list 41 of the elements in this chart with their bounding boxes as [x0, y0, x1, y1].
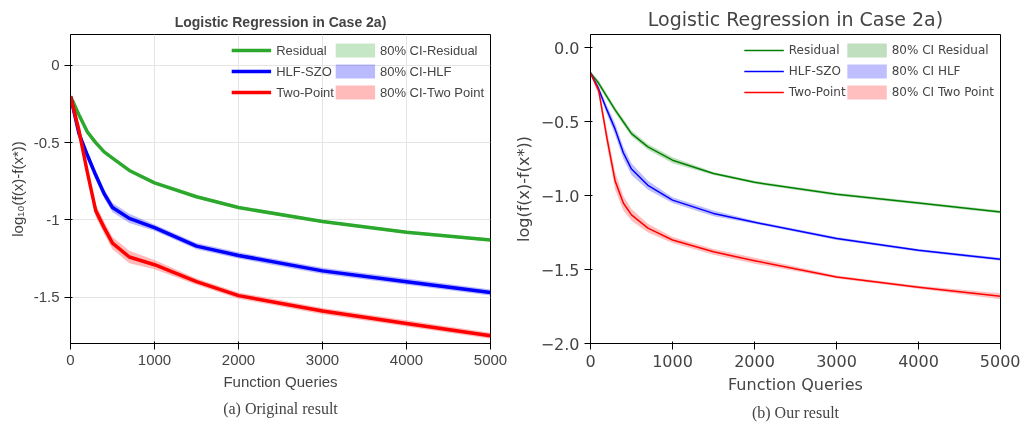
x-axis-title: Function Queries — [728, 374, 863, 394]
chart-title: Logistic Regression in Case 2a) — [174, 13, 387, 30]
legend-label: HLF-SZO — [276, 63, 332, 79]
annotation: 80% CI-HLF — [379, 63, 452, 79]
x-tick-label: 2000 — [221, 350, 256, 368]
annotation: 80% CI-Two Point — [379, 84, 484, 100]
y-tick-label: -1 — [46, 210, 60, 228]
y-tick-label: -0.5 — [33, 133, 60, 151]
annotation: 80% CI Two Point — [891, 85, 994, 99]
y-tick-label: −2.0 — [540, 334, 580, 354]
annotation: 80% CI-Residual — [379, 42, 478, 58]
x-tick-label: 1000 — [137, 350, 172, 368]
y-tick-label: −1.0 — [540, 186, 580, 206]
x-tick-label: 0 — [66, 350, 75, 368]
x-tick-label: 0 — [585, 351, 596, 371]
legend-label: Two-Point — [788, 85, 846, 99]
y-tick-label: −0.5 — [540, 112, 580, 132]
y-axis-title: log₁₀(f(x)-f(x*)) — [8, 141, 26, 237]
x-tick-label: 5000 — [979, 351, 1021, 371]
x-tick-label: 1000 — [652, 351, 693, 371]
y-tick-label: 0 — [51, 56, 60, 74]
x-tick-label: 5000 — [473, 350, 508, 368]
y-tick-label: -1.5 — [33, 288, 60, 306]
y-tick-label: 0.0 — [554, 38, 580, 58]
legend-label: Residual — [276, 42, 327, 58]
x-tick-label: 4000 — [389, 350, 424, 368]
annotation: 80% CI Residual — [891, 43, 989, 57]
x-tick-label: 3000 — [816, 351, 857, 371]
annotation: 80% CI HLF — [891, 64, 961, 78]
x-tick-label: 3000 — [305, 350, 340, 368]
chart-title: Logistic Regression in Case 2a) — [647, 7, 944, 30]
text: (b) Our result — [751, 403, 840, 422]
x-tick-label: 2000 — [734, 351, 775, 371]
x-axis-title: Function Queries — [223, 372, 338, 390]
y-axis-title: log(f(x)-f(x*)) — [513, 136, 533, 242]
legend-label: Two-Point — [276, 84, 334, 100]
legend-label: HLF-SZO — [788, 64, 842, 78]
legend-label: Residual — [788, 43, 840, 57]
y-tick-label: −1.5 — [540, 260, 580, 280]
x-tick-label: 4000 — [898, 351, 939, 371]
text: (a) Original result — [223, 399, 339, 418]
